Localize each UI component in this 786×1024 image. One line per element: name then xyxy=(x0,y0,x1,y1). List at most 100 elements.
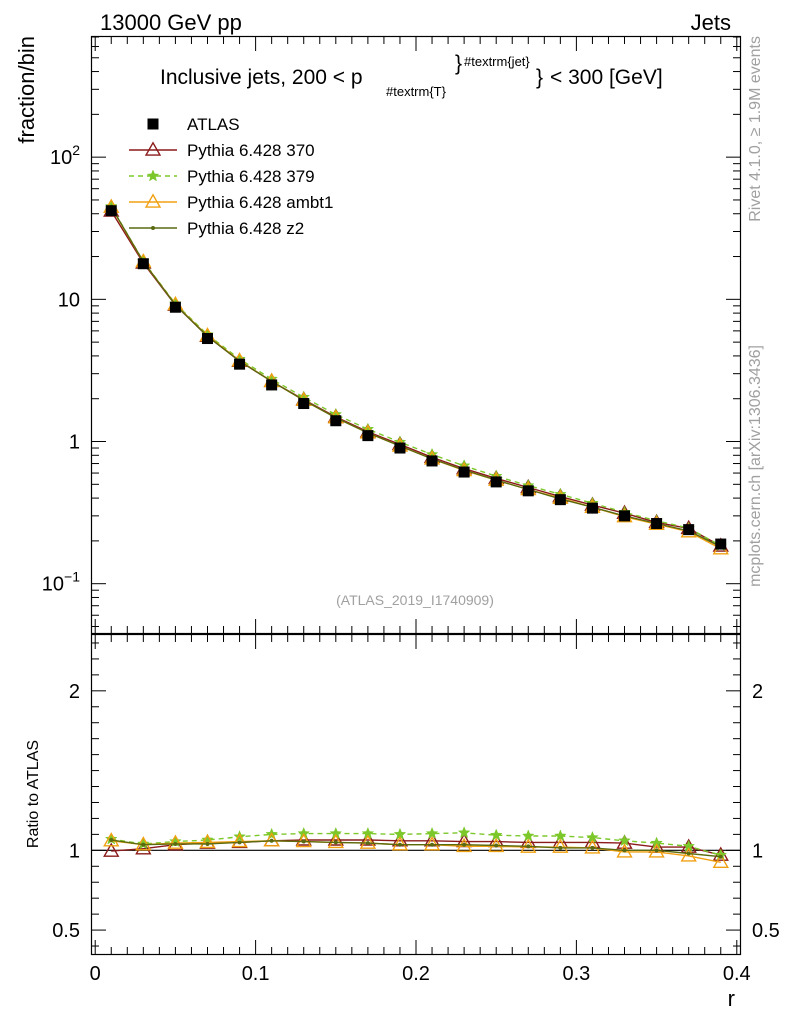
data-point-triangle xyxy=(295,831,312,846)
main-plot-frame xyxy=(90,35,742,635)
data-point-triangle xyxy=(144,141,162,156)
ratio-plot-frame xyxy=(90,633,742,956)
data-point-dot xyxy=(333,840,338,845)
mcplots-reference-label: mcplots.cern.ch [arXiv:1306.3436] xyxy=(747,345,764,587)
data-point-square xyxy=(522,485,534,497)
data-point-star xyxy=(329,826,343,839)
title-brace-close: } xyxy=(536,66,543,89)
main-series-3 xyxy=(103,198,729,555)
data-point-square xyxy=(586,502,598,514)
data-point-dot xyxy=(686,851,691,856)
data-point-dot xyxy=(558,845,563,850)
data-point-dot xyxy=(622,848,627,853)
data-point-star xyxy=(233,830,246,843)
main-axis-ticks: 10−1 1 10 102 xyxy=(42,36,740,633)
data-point-square xyxy=(554,494,566,506)
ratio-x-tick-label: 0 xyxy=(90,963,101,985)
ratio-axis-ticks: 0 0.1 0.2 0.3 0.40.5 0.51 12 2 xyxy=(52,635,780,985)
data-point-triangle xyxy=(552,838,569,853)
ratio-series-layer xyxy=(103,826,729,869)
data-point-square xyxy=(715,538,727,550)
data-point-triangle xyxy=(327,831,344,846)
data-point-square xyxy=(458,466,470,478)
data-point-dot xyxy=(397,842,402,847)
main-series-line xyxy=(110,206,722,548)
legend-label: ATLAS xyxy=(187,115,240,134)
legend-label: Pythia 6.428 379 xyxy=(187,167,315,186)
main-y-tick-label: 10 xyxy=(58,289,80,311)
main-y-tick-label: 10−1 xyxy=(42,569,80,596)
main-y-tick-label: 1 xyxy=(69,432,80,454)
legend-label: Pythia 6.428 z2 xyxy=(187,219,304,238)
legend-entry: Pythia 6.428 z2 xyxy=(129,219,304,238)
data-point-dot xyxy=(494,843,499,848)
title-superscript: #textrm{jet} xyxy=(464,54,530,69)
data-point-triangle xyxy=(103,842,120,857)
main-series-line xyxy=(110,206,722,550)
header-category-label: Jets xyxy=(691,10,731,35)
data-point-dot xyxy=(430,842,435,847)
data-point-square xyxy=(426,455,438,467)
main-y-axis-label: fraction/bin xyxy=(14,36,39,144)
data-point-square xyxy=(234,358,246,370)
legend-entry: ATLAS xyxy=(147,115,240,134)
ratio-y-tick-label: 0.5 xyxy=(52,920,80,942)
data-point-dot xyxy=(718,854,723,859)
data-point-square xyxy=(105,205,117,217)
data-point-triangle xyxy=(584,839,601,854)
data-point-triangle xyxy=(327,833,344,849)
data-point-star xyxy=(146,169,160,182)
legend-entry: Pythia 6.428 370 xyxy=(129,141,315,160)
data-point-triangle xyxy=(199,833,216,849)
data-point-triangle xyxy=(680,847,697,862)
ratio-y-tick-label: 2 xyxy=(69,681,80,703)
ratio-x-tick-label: 0.1 xyxy=(242,963,270,985)
data-point-square xyxy=(137,258,149,270)
main-series-1 xyxy=(103,202,729,552)
data-point-dot xyxy=(365,841,370,846)
data-point-dot xyxy=(269,838,274,843)
main-series-layer xyxy=(103,198,729,555)
analysis-id-label: (ATLAS_2019_I1740909) xyxy=(336,592,494,608)
data-point-triangle xyxy=(144,193,162,208)
data-point-dot xyxy=(173,841,178,846)
data-point-dot xyxy=(526,844,531,849)
x-axis-label: r xyxy=(728,986,735,1011)
legend-entry: Pythia 6.428 379 xyxy=(129,167,315,186)
header-energy-label: 13000 GeV pp xyxy=(100,10,242,35)
title-brace: } xyxy=(455,52,462,75)
data-point-square xyxy=(490,476,502,488)
ratio-y-tick-label-right: 2 xyxy=(752,681,763,703)
data-point-square xyxy=(147,118,159,130)
ratio-series-line xyxy=(111,832,721,856)
main-series-2 xyxy=(104,199,728,552)
data-point-square xyxy=(683,524,695,536)
main-series-0 xyxy=(105,205,727,550)
data-point-square xyxy=(330,415,342,427)
data-point-triangle xyxy=(423,836,441,851)
data-point-triangle xyxy=(295,832,312,848)
data-point-dot xyxy=(301,839,306,844)
data-point-square xyxy=(619,510,631,522)
legend-label: Pythia 6.428 370 xyxy=(187,141,315,160)
data-point-dot xyxy=(109,837,114,842)
main-series-4 xyxy=(109,204,723,549)
ratio-x-tick-label: 0.2 xyxy=(402,963,430,985)
data-point-triangle xyxy=(391,836,409,851)
title-tail-text: < 300 [GeV] xyxy=(550,66,663,89)
rivet-version-label: Rivet 4.1.0, ≥ 1.9M events xyxy=(747,36,764,222)
data-point-triangle xyxy=(263,832,280,847)
title-main-text: Inclusive jets, 200 < p xyxy=(160,66,363,89)
ratio-series-1 xyxy=(104,826,728,861)
main-plot-title: Inclusive jets, 200 < p #textrm{T} } #te… xyxy=(160,52,663,99)
ratio-y-tick-label: 1 xyxy=(69,840,80,862)
data-point-dot xyxy=(654,848,659,853)
data-point-square xyxy=(201,333,213,345)
data-point-star xyxy=(457,826,471,839)
data-point-triangle xyxy=(359,834,377,849)
data-point-dot xyxy=(237,840,242,845)
ratio-y-tick-label-right: 0.5 xyxy=(752,920,780,942)
data-point-triangle xyxy=(167,834,184,849)
data-point-triangle xyxy=(103,832,120,847)
